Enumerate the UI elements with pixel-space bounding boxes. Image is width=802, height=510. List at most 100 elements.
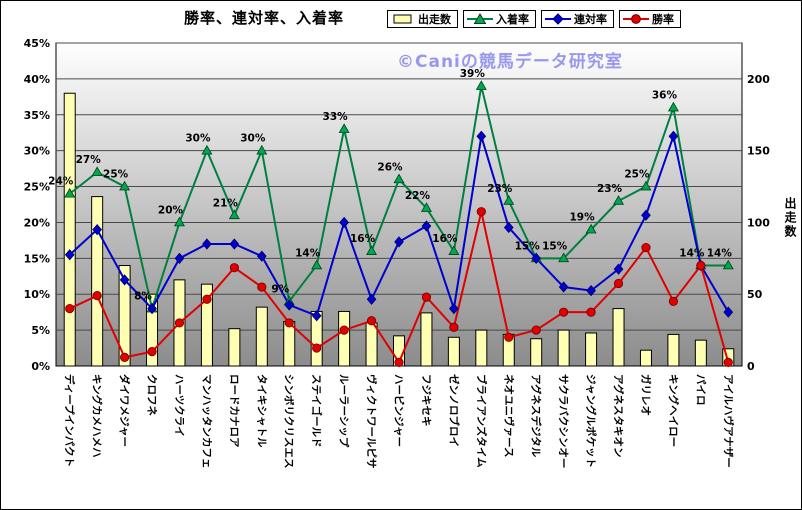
circle-marker — [449, 322, 459, 332]
category-label: クロフネ — [146, 374, 158, 416]
legend-item-win-rate: 勝率 — [619, 10, 681, 28]
left-axis-tick-label: 35% — [24, 109, 50, 122]
diamond-marker — [476, 130, 487, 142]
bar — [118, 265, 131, 367]
diamond-marker — [64, 249, 75, 261]
legend-item-starts: 出走数 — [387, 10, 458, 28]
triangle-marker — [393, 173, 405, 184]
category-label: ハーツクライ — [173, 374, 185, 437]
category-label: ブライアンズタイム — [475, 374, 488, 468]
triangle-marker — [228, 209, 240, 220]
circle-marker — [174, 318, 185, 328]
triangle-marker — [420, 202, 432, 212]
circle-marker-icon — [623, 14, 649, 24]
category-label: ネオユニヴァース — [502, 374, 515, 457]
diamond-marker — [202, 238, 212, 250]
diamond-marker — [284, 299, 295, 311]
left-axis-tick-label: 30% — [24, 145, 50, 158]
data-label: 8% — [134, 291, 152, 303]
circle-marker — [284, 318, 294, 328]
diamond-marker — [229, 238, 240, 250]
category-label: ハービンジャー — [393, 374, 406, 447]
circle-marker — [147, 347, 157, 357]
diamond-marker — [668, 130, 679, 142]
circle-marker — [202, 294, 212, 304]
left-axis-tick-label: 40% — [24, 73, 50, 86]
data-label: 25% — [624, 169, 650, 181]
data-label: 39% — [460, 68, 486, 80]
diamond-marker — [558, 281, 569, 293]
category-label: キングカメハメハ — [91, 374, 104, 458]
diamond-marker — [421, 220, 432, 232]
category-label: フジキセキ — [420, 374, 432, 427]
circle-marker — [65, 303, 75, 314]
bar — [639, 349, 652, 367]
category-label: ゼンノロブロイ — [447, 374, 460, 447]
diamond-marker — [449, 302, 459, 315]
bar-swatch-icon — [393, 14, 412, 24]
circle-marker — [531, 325, 541, 335]
category-label: キングヘイロー — [667, 374, 680, 447]
circle-marker — [668, 296, 679, 306]
left-axis-tick-label: 25% — [24, 181, 50, 194]
category-label: ガリレオ — [639, 374, 652, 416]
bar — [475, 329, 488, 367]
data-label: 22% — [405, 190, 431, 202]
category-label: ダイワメジャー — [118, 374, 131, 447]
diamond-marker — [174, 252, 185, 264]
data-label: 14% — [295, 248, 321, 260]
data-label: 23% — [597, 183, 623, 195]
data-label: 23% — [487, 183, 513, 195]
data-label: 15% — [515, 240, 541, 252]
triangle-marker — [613, 195, 625, 205]
plot-background — [55, 42, 743, 367]
category-label: マンハッタンカフェ — [200, 374, 212, 469]
circle-marker — [586, 307, 596, 317]
category-label: アグネスタキオン — [612, 374, 625, 457]
category-label: ステイゴールド — [310, 374, 323, 448]
circle-marker — [120, 352, 130, 362]
left-axis-tick-label: 15% — [24, 252, 50, 265]
bar — [63, 92, 76, 367]
circle-marker — [394, 357, 404, 368]
triangle-marker — [475, 80, 487, 90]
bar — [694, 339, 707, 367]
category-label: パイロ — [694, 374, 706, 406]
triangle-marker — [91, 166, 103, 176]
circle-marker — [723, 357, 733, 368]
circle-marker — [339, 325, 349, 335]
circle-marker — [504, 332, 514, 342]
left-axis-tick-label: 0% — [31, 360, 50, 373]
data-label: 19% — [570, 212, 596, 224]
legend-label-quinella-rate: 連対率 — [574, 13, 607, 26]
triangle-marker — [119, 180, 131, 191]
legend: 出走数 入着率 連対率 勝率 — [387, 10, 681, 28]
triangle-marker-icon — [467, 13, 493, 24]
triangle-marker — [366, 245, 378, 255]
circle-marker — [257, 282, 267, 292]
triangle-marker — [667, 101, 679, 112]
diamond-marker — [586, 285, 596, 297]
bar — [557, 329, 570, 367]
triangle-marker — [173, 216, 185, 227]
triangle-marker — [722, 259, 734, 270]
diamond-marker — [92, 224, 102, 236]
triangle-marker — [338, 123, 350, 133]
category-label: タイキシャトル — [255, 374, 267, 448]
diamond-marker — [394, 236, 404, 248]
diamond-marker — [256, 250, 267, 262]
triangle-marker — [256, 144, 268, 155]
triangle-marker — [585, 223, 597, 234]
bar — [447, 336, 460, 367]
triangle-marker — [201, 144, 213, 155]
diamond-marker — [641, 209, 651, 221]
legend-item-quinella-rate: 連対率 — [541, 10, 614, 28]
bar — [530, 338, 543, 367]
right-axis-title: 出走数 — [783, 197, 797, 239]
triangle-marker — [311, 259, 323, 270]
left-axis-tick-label: 10% — [24, 288, 50, 301]
diamond-marker-icon — [545, 13, 571, 25]
data-label: 26% — [377, 161, 403, 173]
data-label: 30% — [240, 133, 266, 145]
category-label: ルーラーシップ — [338, 374, 351, 448]
